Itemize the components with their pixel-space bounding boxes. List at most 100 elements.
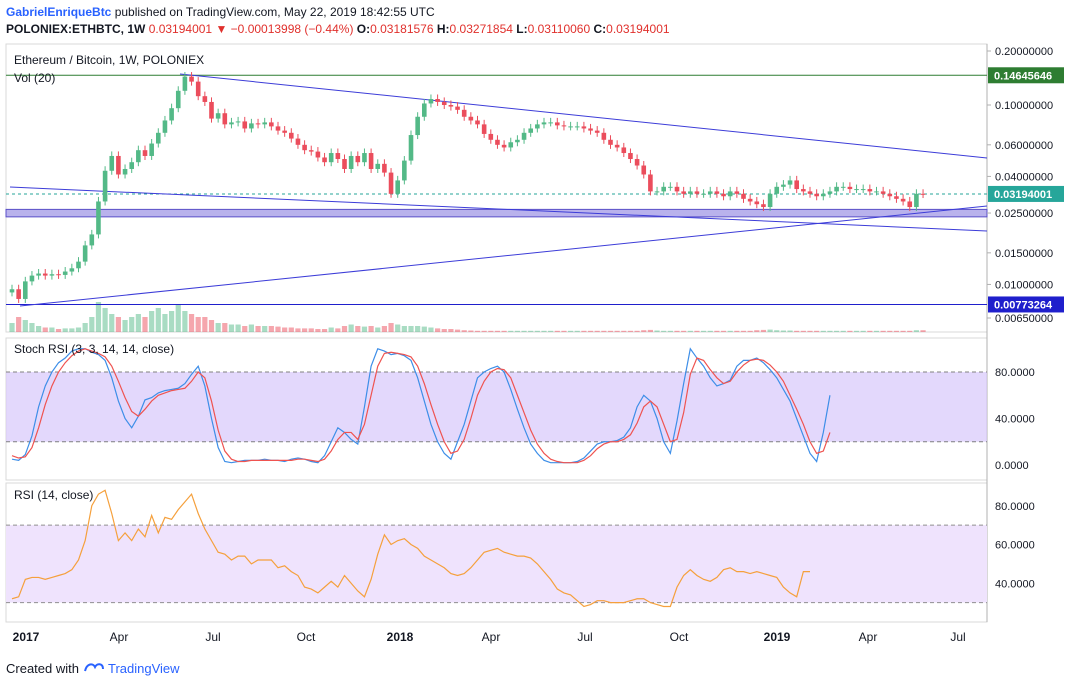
volume-bar-96: [647, 329, 653, 332]
volume-bar-99: [667, 330, 673, 332]
volume-bar-18: [129, 317, 135, 332]
volume-bar-61: [415, 326, 421, 332]
candle-body-129: [867, 189, 873, 192]
candle-body-27: [189, 76, 194, 82]
volume-bar-65: [441, 329, 447, 332]
volume-bar-27: [188, 314, 195, 332]
volume-bar-28: [195, 317, 201, 332]
candle-body-104: [701, 193, 706, 195]
candle-body-11: [82, 245, 88, 262]
volume-bar-2: [22, 320, 28, 332]
volume-bar-130: [873, 330, 880, 332]
stoch-tick-label-0: 80.0000: [995, 367, 1035, 379]
volume-bar-105: [707, 330, 713, 332]
candle-body-119: [801, 189, 806, 192]
volume-bar-84: [568, 330, 574, 332]
volume-bar-69: [468, 330, 474, 332]
candle-body-45: [308, 150, 314, 152]
candle-body-18: [129, 162, 134, 169]
y-tick-label-4: 0.02500000: [995, 208, 1053, 220]
volume-bar-87: [587, 330, 594, 332]
volume-bar-30: [208, 320, 215, 332]
x-tick-label-3: Oct: [297, 630, 316, 644]
volume-bar-26: [182, 311, 188, 332]
volume-bar-21: [149, 311, 155, 332]
author-link[interactable]: GabrielEnriqueBtc: [6, 5, 112, 19]
candle-body-39: [269, 122, 274, 127]
volume-bar-117: [787, 330, 793, 332]
candle-body-77: [521, 132, 527, 140]
stoch-tick-label-2: 0.0000: [995, 460, 1029, 472]
close-label: C:: [593, 22, 607, 36]
volume-bar-47: [321, 329, 328, 332]
candle-body-105: [707, 191, 713, 194]
candle-body-3: [29, 275, 35, 282]
candle-body-118: [794, 180, 799, 190]
candle-body-24: [169, 108, 174, 121]
candle-body-131: [880, 191, 886, 194]
volume-bar-20: [142, 317, 148, 332]
chart-canvas[interactable]: 0.20000000 0.10000000 0.06000000 0.04000000…: [0, 40, 1073, 652]
volume-bar-24: [169, 311, 175, 332]
candle-body-6: [49, 274, 55, 276]
publish-line: GabrielEnriqueBtc published on TradingVi…: [6, 5, 435, 19]
candle-body-97: [654, 191, 660, 193]
volume-bar-112: [754, 330, 760, 332]
candle-body-135: [907, 201, 913, 208]
volume-bar-52: [355, 326, 361, 332]
volume-bar-102: [687, 330, 693, 332]
x-tick-label-4: 2018: [387, 630, 414, 644]
close-value: 0.03194001: [606, 22, 670, 36]
volume-bar-64: [435, 328, 441, 332]
candle-body-88: [594, 130, 600, 133]
candle-body-112: [754, 201, 760, 205]
open-label: O:: [356, 22, 371, 36]
volume-bar-78: [528, 330, 534, 332]
volume-bar-25: [175, 305, 181, 332]
volume-bar-80: [541, 330, 547, 332]
candle-body-46: [315, 151, 321, 158]
candle-body-31: [215, 113, 221, 119]
candle-body-74: [501, 144, 507, 148]
volume-bar-73: [494, 330, 501, 332]
volume-bar-42: [288, 327, 294, 332]
candle-body-99: [668, 186, 673, 188]
high-label: H:: [436, 22, 450, 36]
volume-bar-121: [814, 330, 820, 332]
candle-body-107: [721, 193, 726, 197]
volume-bar-23: [162, 314, 168, 332]
candle-body-33: [229, 122, 234, 125]
volume-bar-118: [794, 330, 800, 332]
x-tick-label-1: Apr: [110, 630, 129, 644]
candle-body-114: [767, 193, 773, 208]
volume-bar-13: [95, 302, 102, 332]
candle-body-66: [448, 105, 454, 107]
stoch-rsi-pane: [6, 347, 987, 464]
footer: Created with TradingView: [6, 661, 180, 676]
volume-bar-92: [621, 330, 627, 332]
candle-body-137: [920, 193, 926, 195]
candle-body-93: [628, 153, 633, 160]
candle-body-132: [887, 193, 893, 197]
rsi-line: [11, 489, 810, 608]
candles: [9, 72, 926, 303]
volume-bar-39: [268, 326, 274, 332]
candle-body-117: [787, 180, 793, 185]
volume-bar-60: [408, 326, 414, 332]
published-text: published on TradingView.com, May 22, 20…: [114, 5, 435, 19]
volume-bar-46: [315, 329, 321, 332]
volume-bar-136: [913, 330, 919, 332]
volume-bar-14: [102, 308, 108, 332]
stoch-tick-label-1: 40.0000: [995, 414, 1035, 426]
candle-body-25: [175, 90, 181, 109]
volume-bar-90: [607, 330, 614, 332]
candle-body-94: [634, 159, 640, 166]
tradingview-brand-link[interactable]: TradingView: [108, 661, 180, 676]
candle-body-116: [781, 184, 786, 187]
candle-body-72: [488, 133, 494, 140]
volume-bar-66: [448, 329, 454, 332]
change-arrow-icon: ▼: [215, 22, 228, 36]
volume-bar-120: [807, 330, 813, 332]
volume-bar-94: [634, 330, 640, 332]
candle-body-71: [481, 124, 487, 134]
